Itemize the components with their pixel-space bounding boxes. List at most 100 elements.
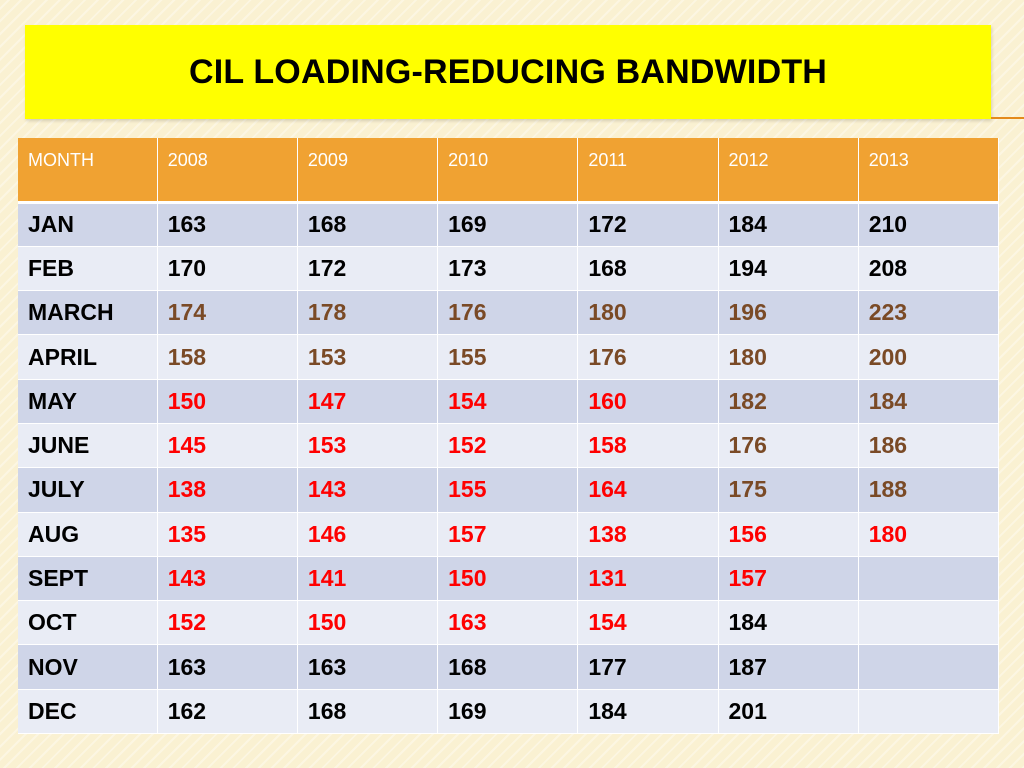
header-year: 2009 [297,138,439,204]
value-cell: 143 [157,556,298,602]
table-body: JAN 163 168 169 172 184 210 FEB 170 172 173 168 194 2… [18,202,1000,735]
value-cell: 135 [157,512,298,557]
table-row: JUNE 145 153 152 158 176 186 [18,423,1000,469]
month-cell: JAN [18,202,158,247]
table-row: JULY 138 143 155 164 175 188 [18,467,1000,513]
value-cell: 172 [577,202,719,247]
value-cell: 155 [437,334,579,380]
value-cell: 157 [718,556,859,602]
value-cell: 169 [437,689,579,735]
value-cell: 170 [157,246,298,292]
value-cell: 157 [437,512,579,557]
value-cell: 155 [437,467,579,513]
table-row: FEB 170 172 173 168 194 208 [18,246,1000,292]
value-cell: 153 [297,423,439,469]
value-cell: 168 [297,202,439,247]
value-cell [858,556,1000,602]
slide-title: CIL LOADING-REDUCING BANDWIDTH [188,52,828,91]
header-year: 2013 [858,138,1000,204]
value-cell: 163 [157,644,298,690]
value-cell: 131 [577,556,719,602]
value-cell: 152 [157,600,298,646]
value-cell: 184 [577,689,719,735]
value-cell: 163 [437,600,579,646]
value-cell: 150 [157,379,298,424]
title-banner: CIL LOADING-REDUCING BANDWIDTH [25,25,991,119]
value-cell: 156 [718,512,859,557]
month-cell: FEB [18,246,158,292]
month-cell: DEC [18,689,158,735]
value-cell: 184 [718,600,859,646]
value-cell [858,600,1000,646]
value-cell: 176 [437,290,579,336]
value-cell: 168 [577,246,719,292]
value-cell: 180 [577,290,719,336]
value-cell: 160 [577,379,719,424]
table-row: SEPT 143 141 150 131 157 [18,556,1000,602]
value-cell: 174 [157,290,298,336]
month-cell: SEPT [18,556,158,602]
value-cell: 153 [297,334,439,380]
value-cell: 176 [577,334,719,380]
value-cell: 201 [718,689,859,735]
value-cell: 180 [718,334,859,380]
month-cell: MAY [18,379,158,424]
value-cell: 150 [437,556,579,602]
header-year: 2010 [437,138,579,204]
value-cell: 182 [718,379,859,424]
month-cell: AUG [18,512,158,557]
value-cell: 152 [437,423,579,469]
value-cell: 187 [718,644,859,690]
value-cell: 173 [437,246,579,292]
value-cell: 168 [437,644,579,690]
bandwidth-table: MONTH 2008 2009 2010 2011 2012 2013 JAN 1… [18,138,1000,735]
value-cell: 169 [437,202,579,247]
value-cell: 145 [157,423,298,469]
value-cell: 154 [577,600,719,646]
value-cell: 158 [577,423,719,469]
value-cell: 141 [297,556,439,602]
value-cell: 143 [297,467,439,513]
value-cell: 184 [718,202,859,247]
month-cell: NOV [18,644,158,690]
value-cell: 163 [297,644,439,690]
value-cell: 163 [157,202,298,247]
value-cell: 223 [858,290,1000,336]
table-row: NOV 163 163 168 177 187 [18,644,1000,690]
table-row: DEC 162 168 169 184 201 [18,689,1000,735]
month-cell: MARCH [18,290,158,336]
value-cell: 200 [858,334,1000,380]
value-cell: 172 [297,246,439,292]
table-row: JAN 163 168 169 172 184 210 [18,202,1000,247]
header-year: 2011 [577,138,719,204]
table-row: APRIL 158 153 155 176 180 200 [18,334,1000,380]
value-cell: 150 [297,600,439,646]
value-cell: 168 [297,689,439,735]
value-cell: 154 [437,379,579,424]
value-cell: 164 [577,467,719,513]
value-cell: 175 [718,467,859,513]
value-cell [858,689,1000,735]
month-cell: JULY [18,467,158,513]
month-cell: JUNE [18,423,158,469]
table-row: AUG 135 146 157 138 156 180 [18,512,1000,557]
value-cell: 177 [577,644,719,690]
month-cell: OCT [18,600,158,646]
header-row: MONTH 2008 2009 2010 2011 2012 2013 [18,138,1000,204]
value-cell [858,644,1000,690]
value-cell: 138 [577,512,719,557]
header-year: 2008 [157,138,298,204]
header-year: 2012 [718,138,859,204]
table-row: MARCH 174 178 176 180 196 223 [18,290,1000,336]
value-cell: 138 [157,467,298,513]
value-cell: 210 [858,202,1000,247]
table-row: MAY 150 147 154 160 182 184 [18,379,1000,424]
value-cell: 194 [718,246,859,292]
value-cell: 147 [297,379,439,424]
value-cell: 146 [297,512,439,557]
header-month: MONTH [18,138,158,204]
value-cell: 184 [858,379,1000,424]
value-cell: 180 [858,512,1000,557]
value-cell: 178 [297,290,439,336]
value-cell: 158 [157,334,298,380]
